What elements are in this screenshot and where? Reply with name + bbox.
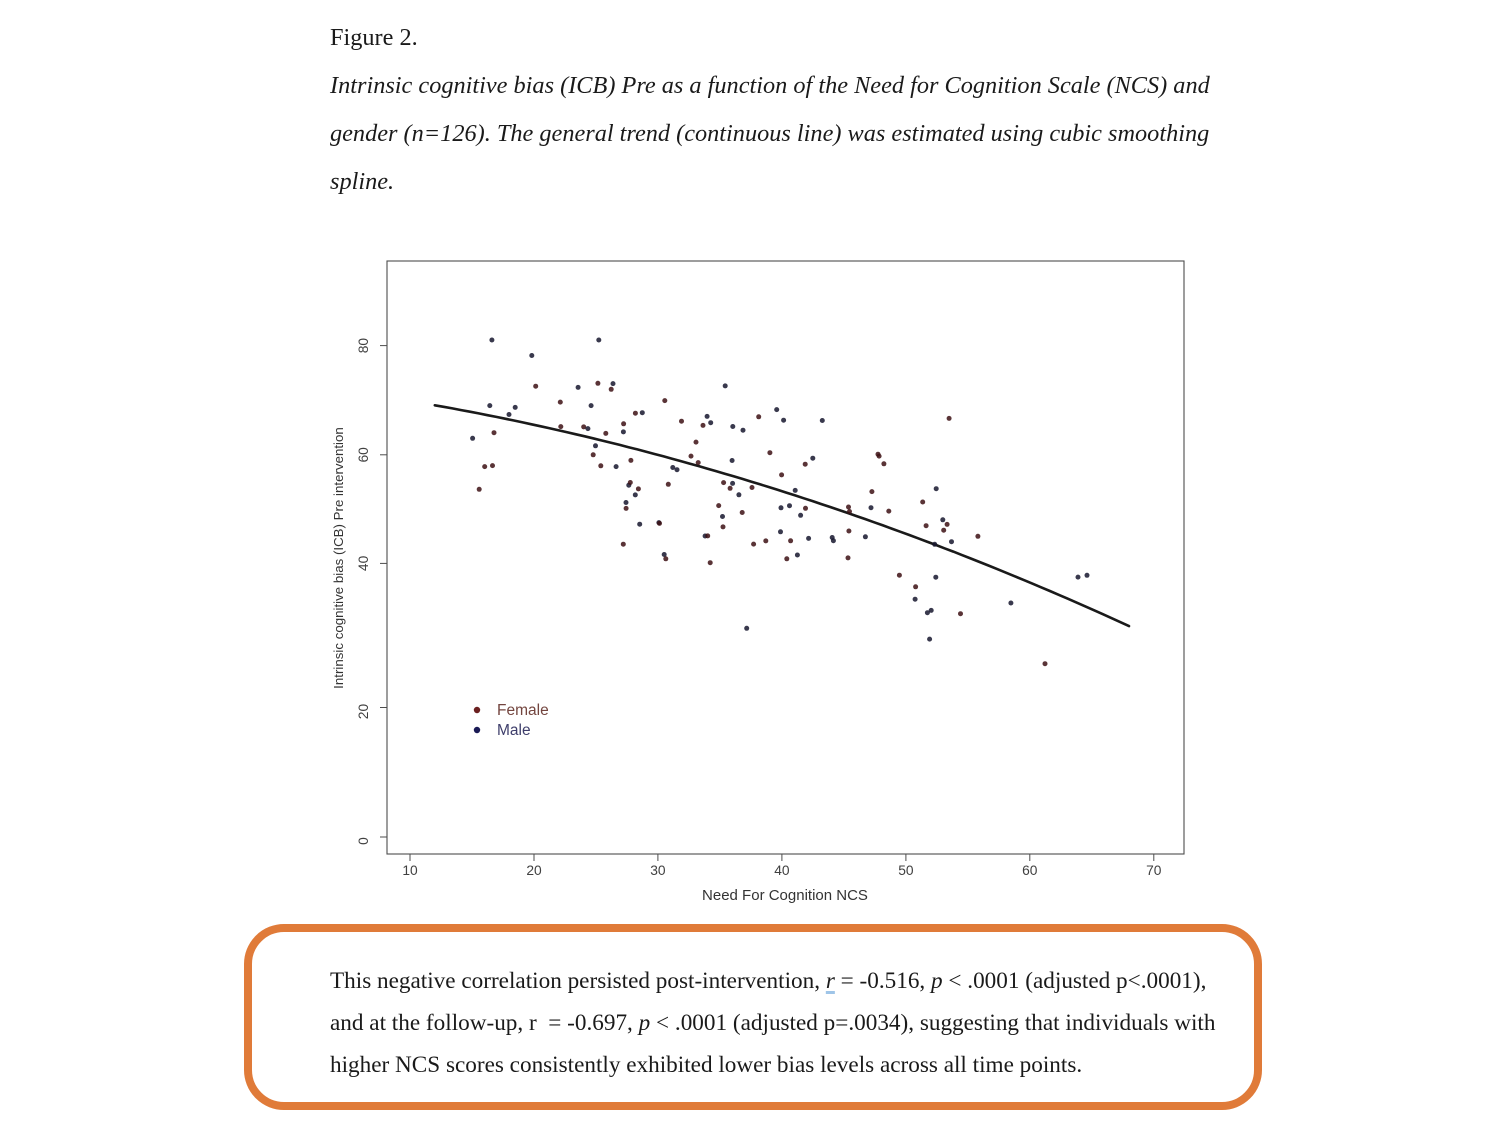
svg-text:80: 80 xyxy=(356,338,371,354)
svg-text:40: 40 xyxy=(774,863,790,878)
svg-text:Female: Female xyxy=(497,702,549,719)
svg-text:30: 30 xyxy=(650,863,666,878)
svg-text:Intrinsic cognitive bias (ICB): Intrinsic cognitive bias (ICB) Pre inter… xyxy=(331,427,346,689)
svg-text:10: 10 xyxy=(402,863,418,878)
svg-text:50: 50 xyxy=(898,863,914,878)
svg-text:Need For Cognition NCS: Need For Cognition NCS xyxy=(702,887,868,904)
svg-text:60: 60 xyxy=(1022,863,1038,878)
svg-text:0: 0 xyxy=(356,837,371,845)
svg-text:60: 60 xyxy=(356,447,371,463)
svg-text:20: 20 xyxy=(526,863,542,878)
svg-text:Male: Male xyxy=(497,722,531,739)
svg-text:20: 20 xyxy=(356,704,371,720)
svg-text:70: 70 xyxy=(1146,863,1162,878)
svg-text:40: 40 xyxy=(356,555,371,571)
